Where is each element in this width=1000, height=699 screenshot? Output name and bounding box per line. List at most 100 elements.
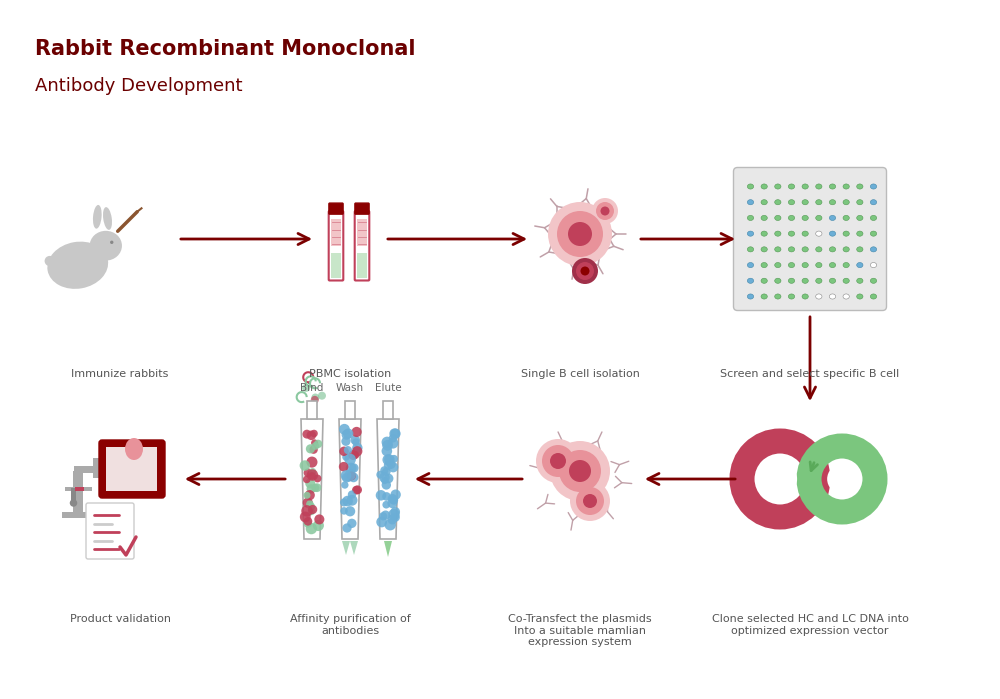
- Circle shape: [389, 428, 400, 439]
- Ellipse shape: [761, 247, 767, 252]
- Ellipse shape: [857, 215, 863, 220]
- Ellipse shape: [775, 200, 781, 205]
- Circle shape: [376, 470, 384, 479]
- Circle shape: [390, 455, 398, 463]
- Circle shape: [376, 517, 387, 527]
- Ellipse shape: [802, 200, 808, 205]
- Ellipse shape: [870, 231, 877, 236]
- Circle shape: [311, 484, 319, 492]
- Circle shape: [352, 438, 360, 446]
- Circle shape: [308, 508, 315, 515]
- Circle shape: [314, 475, 321, 482]
- Circle shape: [388, 462, 398, 473]
- Circle shape: [580, 266, 590, 275]
- Circle shape: [352, 451, 359, 459]
- Circle shape: [339, 462, 348, 472]
- Circle shape: [381, 477, 388, 484]
- Circle shape: [548, 202, 612, 266]
- Circle shape: [559, 450, 601, 492]
- Ellipse shape: [829, 263, 836, 268]
- Circle shape: [384, 474, 393, 483]
- Ellipse shape: [747, 200, 754, 205]
- FancyBboxPatch shape: [355, 203, 369, 214]
- Circle shape: [341, 470, 351, 481]
- Ellipse shape: [747, 294, 754, 299]
- Circle shape: [568, 222, 592, 246]
- FancyBboxPatch shape: [99, 440, 165, 498]
- Circle shape: [569, 460, 591, 482]
- Ellipse shape: [829, 247, 836, 252]
- Circle shape: [305, 490, 315, 500]
- Circle shape: [344, 446, 352, 454]
- Circle shape: [390, 489, 401, 500]
- Polygon shape: [342, 541, 350, 555]
- FancyBboxPatch shape: [734, 168, 887, 310]
- Ellipse shape: [788, 184, 795, 189]
- Ellipse shape: [93, 205, 102, 229]
- Ellipse shape: [857, 200, 863, 205]
- Circle shape: [353, 485, 362, 494]
- Ellipse shape: [816, 200, 822, 205]
- Circle shape: [391, 513, 400, 521]
- Ellipse shape: [761, 200, 767, 205]
- Ellipse shape: [857, 184, 863, 189]
- Ellipse shape: [775, 231, 781, 236]
- Circle shape: [302, 384, 310, 392]
- Circle shape: [380, 466, 388, 475]
- Circle shape: [347, 519, 357, 528]
- Ellipse shape: [857, 263, 863, 268]
- Circle shape: [341, 482, 349, 489]
- FancyBboxPatch shape: [355, 211, 369, 280]
- Circle shape: [314, 514, 324, 524]
- Circle shape: [305, 478, 315, 489]
- Text: Single B cell isolation: Single B cell isolation: [521, 369, 639, 379]
- Circle shape: [763, 462, 797, 496]
- Circle shape: [70, 499, 77, 507]
- Ellipse shape: [788, 294, 795, 299]
- Ellipse shape: [843, 215, 849, 220]
- Circle shape: [303, 492, 310, 499]
- Ellipse shape: [761, 263, 767, 268]
- Ellipse shape: [747, 215, 754, 220]
- Ellipse shape: [816, 294, 822, 299]
- Circle shape: [345, 470, 356, 481]
- Circle shape: [303, 498, 313, 507]
- Bar: [71, 488, 76, 501]
- Ellipse shape: [802, 184, 808, 189]
- Ellipse shape: [816, 231, 822, 236]
- Ellipse shape: [788, 231, 795, 236]
- Circle shape: [342, 496, 353, 506]
- Circle shape: [381, 510, 390, 520]
- Ellipse shape: [829, 184, 836, 189]
- Circle shape: [352, 427, 362, 437]
- Circle shape: [388, 509, 400, 520]
- Circle shape: [318, 391, 326, 400]
- Circle shape: [307, 431, 316, 440]
- Circle shape: [306, 500, 314, 507]
- Circle shape: [307, 469, 318, 481]
- Bar: [62, 512, 94, 518]
- Circle shape: [339, 447, 349, 456]
- Text: Co-Transfect the plasmids
Into a suitable mamlian
expression system: Co-Transfect the plasmids Into a suitabl…: [508, 614, 652, 647]
- Circle shape: [304, 519, 312, 528]
- Circle shape: [583, 494, 597, 508]
- Circle shape: [390, 428, 401, 439]
- Ellipse shape: [775, 215, 781, 220]
- Circle shape: [306, 456, 317, 468]
- Circle shape: [600, 206, 610, 215]
- Ellipse shape: [816, 247, 822, 252]
- Bar: [93, 463, 102, 477]
- Bar: [114, 478, 150, 485]
- Circle shape: [388, 438, 398, 449]
- Text: Screen and select specific B cell: Screen and select specific B cell: [720, 369, 900, 379]
- Circle shape: [110, 240, 113, 244]
- Text: Affinity purification of
antibodies: Affinity purification of antibodies: [290, 614, 410, 635]
- Circle shape: [342, 454, 350, 461]
- Bar: [73, 470, 83, 512]
- FancyBboxPatch shape: [86, 503, 134, 559]
- Circle shape: [344, 454, 356, 466]
- Circle shape: [387, 460, 396, 469]
- Circle shape: [387, 514, 397, 524]
- Circle shape: [303, 475, 311, 483]
- Ellipse shape: [843, 247, 849, 252]
